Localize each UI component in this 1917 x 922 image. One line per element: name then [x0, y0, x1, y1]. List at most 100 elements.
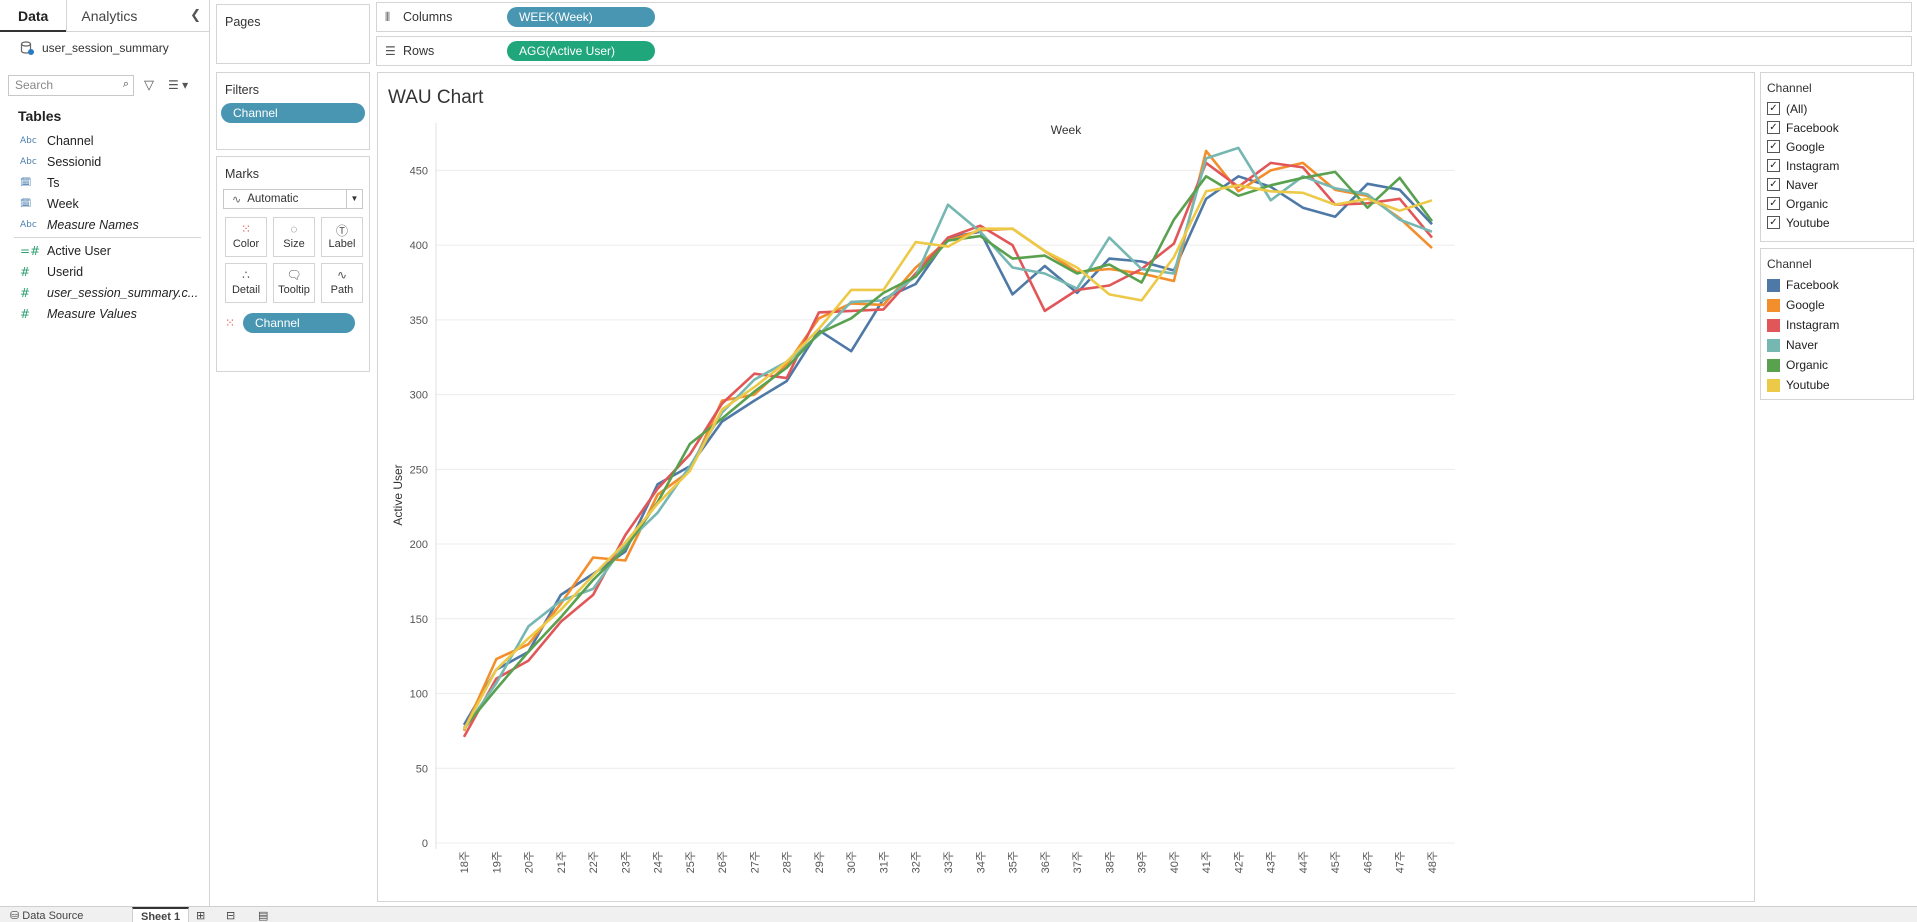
y-tick-label: 0: [422, 838, 428, 850]
x-tick-label: 42주: [1233, 851, 1245, 873]
color-legend-title: Channel: [1767, 257, 1812, 271]
color-swatch: [1767, 378, 1780, 392]
field-ts[interactable]: 🗓 Ts: [0, 172, 209, 193]
tab-analytics[interactable]: Analytics: [66, 0, 196, 32]
data-source-tab[interactable]: ⛁ Data Source: [10, 909, 83, 922]
search-input[interactable]: Search ⌕: [8, 74, 134, 96]
filter-items: ✓ (All) ✓ Facebook ✓ Google ✓ Instagram ✓ Naver ✓ O…: [1761, 99, 1913, 232]
filter-option-label: (All): [1786, 101, 1808, 116]
x-tick-label: 27주: [749, 851, 761, 873]
detail-button[interactable]: ∴ Detail: [225, 263, 267, 303]
field-label: Ts: [47, 175, 60, 190]
rows-shelf[interactable]: ☰ Rows AGG(Active User): [376, 36, 1912, 66]
series-line-youtube[interactable]: [462, 184, 1433, 731]
datasource-item[interactable]: user_session_summary: [0, 36, 209, 60]
checkbox-checked-icon[interactable]: ✓: [1767, 197, 1780, 210]
pages-card[interactable]: Pages: [216, 4, 370, 64]
x-tick-label: 32주: [911, 851, 923, 873]
legend-item[interactable]: Instagram: [1761, 315, 1913, 335]
legend-item[interactable]: Facebook: [1761, 275, 1913, 295]
new-sheet-icon[interactable]: ⊞: [196, 910, 206, 922]
checkbox-checked-icon[interactable]: ✓: [1767, 159, 1780, 172]
filter-option-label: Youtube: [1786, 215, 1830, 230]
field-week[interactable]: 🗓 Week: [0, 193, 209, 214]
legend-item[interactable]: Naver: [1761, 335, 1913, 355]
legend-item[interactable]: Google: [1761, 295, 1913, 315]
field-label: Sessionid: [47, 154, 102, 169]
x-tick-label: 31주: [878, 851, 890, 873]
field-userid[interactable]: # Userid: [0, 261, 209, 282]
detail-icon: ∴: [242, 268, 250, 282]
view-options-icon[interactable]: ☰ ▾: [168, 78, 189, 92]
wau-line-chart[interactable]: 0 50 100 150 200 250 300 350 400 450 18주 19주 20주 21주…: [378, 73, 1754, 901]
filters-card[interactable]: Filters Channel: [216, 72, 370, 150]
field-count[interactable]: # user_session_summary.c...: [0, 282, 209, 303]
series-line-organic[interactable]: [462, 170, 1434, 729]
size-icon: ◌: [290, 222, 298, 236]
rows-pill[interactable]: AGG(Active User): [507, 41, 655, 61]
field-sessionid[interactable]: Abc Sessionid: [0, 151, 209, 172]
chevron-left-icon[interactable]: ❮: [190, 7, 201, 22]
columns-shelf[interactable]: ⫴ Columns WEEK(Week): [376, 2, 1912, 32]
columns-pill[interactable]: WEEK(Week): [507, 7, 655, 27]
sheet-tab[interactable]: Sheet 1: [132, 907, 190, 922]
checkbox-checked-icon[interactable]: ✓: [1767, 216, 1780, 229]
filter-option[interactable]: ✓ Organic: [1761, 194, 1913, 213]
color-pill-channel[interactable]: Channel: [243, 313, 355, 333]
checkbox-checked-icon[interactable]: ✓: [1767, 121, 1780, 134]
filter-icon[interactable]: ▽: [144, 77, 154, 92]
columns-label: Columns: [403, 10, 453, 24]
x-tick-label: 24주: [653, 851, 665, 873]
detail-label: Detail: [231, 284, 261, 296]
tooltip-button[interactable]: 🗨 Tooltip: [273, 263, 315, 303]
legend-item[interactable]: Youtube: [1761, 375, 1913, 395]
legend-item-label: Naver: [1786, 338, 1819, 352]
x-tick-label: 43주: [1266, 851, 1278, 873]
mark-type-select[interactable]: ∿ Automatic ▼: [223, 189, 363, 209]
worksheet-view: WAU Chart 0 50 100 150 200 250 300 350 400 450 18…: [377, 72, 1755, 902]
filter-option[interactable]: ✓ (All): [1761, 99, 1913, 118]
checkbox-checked-icon[interactable]: ✓: [1767, 102, 1780, 115]
filter-option[interactable]: ✓ Naver: [1761, 175, 1913, 194]
field-measure-names[interactable]: Abc Measure Names: [0, 214, 209, 235]
x-tick-label: 22주: [588, 851, 600, 873]
string-type-icon: Abc: [20, 156, 37, 167]
field-channel[interactable]: Abc Channel: [0, 130, 209, 151]
size-button[interactable]: ◌ Size: [273, 217, 315, 257]
new-story-icon[interactable]: ▤: [258, 910, 269, 922]
field-label: Week: [47, 196, 79, 211]
filter-option[interactable]: ✓ Facebook: [1761, 118, 1913, 137]
x-tick-label: 18주: [459, 851, 471, 873]
color-button[interactable]: ⁙ Color: [225, 217, 267, 257]
x-tick-label: 30주: [846, 851, 858, 873]
filter-option-label: Google: [1786, 139, 1825, 154]
datetime-type-icon: 🗓: [20, 198, 32, 209]
field-label: Measure Values: [47, 306, 137, 321]
view-title: WAU Chart: [388, 87, 484, 108]
legend-item-label: Instagram: [1786, 318, 1840, 332]
field-active-user[interactable]: =# Active User: [0, 240, 209, 261]
filter-option[interactable]: ✓ Youtube: [1761, 213, 1913, 232]
field-label: user_session_summary.c...: [47, 285, 199, 300]
filter-pill-channel[interactable]: Channel: [221, 103, 365, 123]
legend-item-label: Google: [1786, 298, 1825, 312]
new-dashboard-icon[interactable]: ⊟: [226, 910, 236, 922]
filter-option[interactable]: ✓ Instagram: [1761, 156, 1913, 175]
string-type-icon: Abc: [20, 219, 37, 230]
field-label: Measure Names: [47, 217, 139, 232]
series-line-facebook[interactable]: [462, 175, 1433, 726]
path-button[interactable]: ∿ Path: [321, 263, 363, 303]
checkbox-checked-icon[interactable]: ✓: [1767, 178, 1780, 191]
checkbox-checked-icon[interactable]: ✓: [1767, 140, 1780, 153]
tab-data[interactable]: Data: [0, 0, 67, 32]
legend-item[interactable]: Organic: [1761, 355, 1913, 375]
series-line-instagram[interactable]: [462, 161, 1433, 738]
filter-option[interactable]: ✓ Google: [1761, 137, 1913, 156]
series-line-naver[interactable]: [462, 146, 1433, 731]
y-tick-label: 300: [410, 390, 428, 402]
color-encoding-icon: ⁙: [225, 316, 236, 330]
x-tick-label: 44주: [1298, 851, 1310, 873]
line-mark-icon: ∿: [232, 193, 242, 206]
label-button[interactable]: Ⓣ Label: [321, 217, 363, 257]
field-measure-values[interactable]: # Measure Values: [0, 303, 209, 324]
